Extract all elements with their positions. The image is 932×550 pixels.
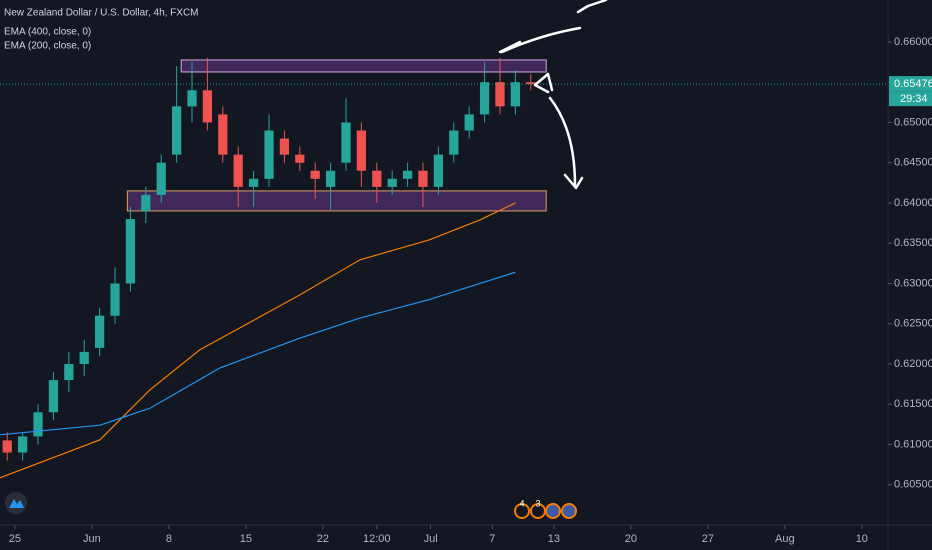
candle-body: [526, 82, 536, 85]
candle-body: [356, 130, 367, 171]
x-tick-label: 10: [856, 533, 868, 545]
countdown-label: 29:34: [900, 93, 928, 105]
candle-body: [110, 283, 120, 316]
candle-body: [187, 90, 197, 107]
event-count: 3: [535, 498, 540, 508]
arrow-down: [548, 96, 584, 190]
y-tick-label: 0.60500: [894, 479, 932, 491]
event-icon: [561, 503, 577, 519]
candle-body: [495, 82, 505, 107]
candle-body: [156, 162, 166, 195]
candle-body: [341, 122, 351, 163]
symbol-title: New Zealand Dollar / U.S. Dollar, 4h, FX…: [4, 8, 199, 19]
x-tick-label: 20: [625, 533, 637, 545]
candle-body: [233, 154, 243, 187]
y-tick-label: 0.64000: [894, 197, 932, 209]
y-tick-label: 0.64500: [894, 157, 932, 169]
zone: [126, 190, 547, 212]
arrow-small: [498, 40, 554, 94]
zone: [180, 59, 547, 73]
candle-body: [295, 154, 305, 163]
candle-body: [95, 315, 105, 348]
event-icon: [514, 503, 530, 519]
candle-body: [402, 170, 413, 179]
x-tick-label: 12:00: [363, 533, 391, 545]
x-tick-label: 13: [548, 533, 560, 545]
candle-body: [248, 178, 259, 187]
y-tick-label: 0.63000: [894, 277, 932, 289]
hand-drawn-arrows: [498, 0, 608, 190]
candle-body: [141, 194, 151, 212]
x-tick-label: 22: [317, 533, 329, 545]
candle-body: [18, 436, 28, 453]
candle-body: [464, 114, 474, 131]
ema-line: [0, 202, 516, 479]
countdown-box: [889, 91, 932, 107]
candle-body: [79, 351, 89, 364]
candle-body: [2, 440, 12, 453]
x-tick-label: 27: [702, 533, 714, 545]
candle-body: [33, 412, 43, 437]
candle-body: [479, 82, 490, 115]
candle-body: [279, 138, 290, 155]
candle-body: [264, 130, 274, 179]
legend-entry: EMA (200, close, 0): [4, 41, 91, 52]
x-tick-label: Jul: [424, 533, 438, 545]
candle-body: [433, 154, 443, 187]
x-tick-label: 8: [166, 533, 172, 545]
candle-body: [218, 114, 228, 155]
y-tick-label: 0.63500: [894, 237, 932, 249]
candle-body: [48, 380, 59, 413]
x-tick-label: 15: [240, 533, 252, 545]
candle-body: [325, 170, 336, 187]
x-tick-label: 7: [489, 533, 495, 545]
x-tick-label: Jun: [83, 533, 101, 545]
logo-icon: [9, 499, 24, 508]
candle-body: [202, 90, 213, 123]
y-tick-label: 0.65000: [894, 116, 932, 128]
event-count: 4: [519, 498, 524, 508]
plot-area: [0, 58, 888, 479]
y-tick-label: 0.62000: [894, 358, 932, 370]
y-tick-label: 0.66000: [894, 36, 932, 48]
y-tick-label: 0.61000: [894, 438, 932, 450]
logo: [5, 492, 27, 514]
last-price-label: 0.65476: [894, 78, 932, 90]
last-price-box: [889, 76, 932, 92]
arrow-up: [500, 0, 608, 54]
y-tick-label: 0.62500: [894, 318, 932, 330]
candle-body: [387, 178, 397, 187]
candle-body: [310, 170, 320, 179]
x-tick-label: 25: [9, 533, 21, 545]
candle-body: [125, 219, 136, 284]
candle-body: [372, 170, 382, 187]
candle-body: [171, 106, 182, 155]
candle-body: [449, 130, 459, 155]
event-icon: [545, 503, 561, 519]
legend-entry: EMA (400, close, 0): [4, 27, 91, 38]
y-tick-label: 0.61500: [894, 398, 932, 410]
candle-body: [418, 170, 428, 187]
candle-body: [64, 363, 74, 381]
candle-body: [510, 82, 520, 107]
x-tick-label: Aug: [775, 533, 795, 545]
ema-line: [0, 271, 516, 436]
